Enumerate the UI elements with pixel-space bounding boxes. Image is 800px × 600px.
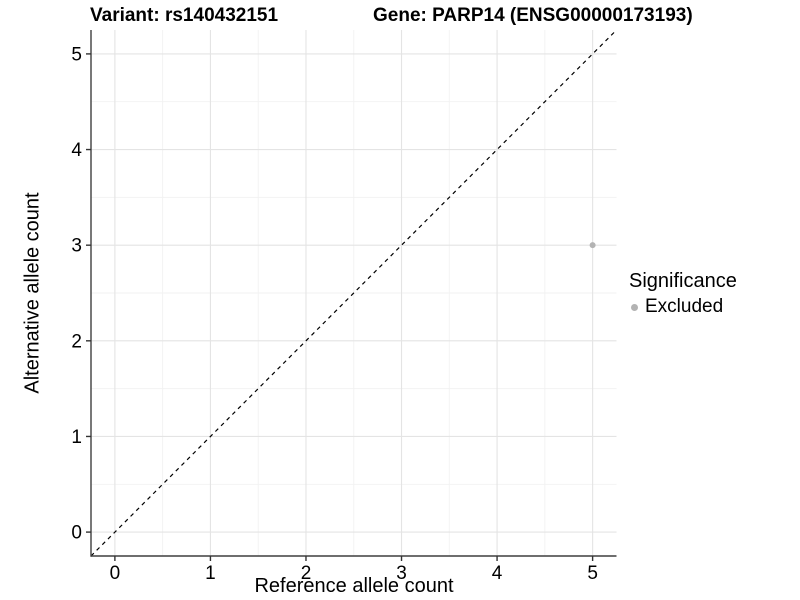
x-tick-label: 1 — [205, 563, 216, 584]
x-tick-label: 2 — [301, 563, 312, 584]
y-tick-label: 4 — [71, 140, 82, 161]
x-tick-label: 4 — [492, 563, 503, 584]
x-tick-label: 5 — [587, 563, 598, 584]
plot-title-gene: Gene: PARP14 (ENSG00000173193) — [373, 5, 693, 26]
legend-item-label: Excluded — [645, 296, 724, 317]
y-tick-label: 1 — [71, 427, 82, 448]
legend-item-excluded: Excluded — [629, 296, 737, 318]
identity-dashed-line — [90, 29, 617, 557]
y-tick-label: 2 — [71, 331, 82, 352]
x-axis-title: Reference allele count — [254, 575, 454, 597]
y-tick-label: 5 — [71, 44, 82, 65]
y-axis-title: Alternative allele count — [21, 192, 44, 394]
x-tick-label: 0 — [110, 563, 121, 584]
y-tick-label: 0 — [71, 523, 82, 544]
plot-title-variant: Variant: rs140432151 — [90, 5, 279, 26]
data-point — [589, 242, 596, 249]
legend: Significance Excluded — [629, 270, 737, 318]
legend-point-icon — [631, 303, 638, 311]
x-tick-label: 3 — [396, 563, 407, 584]
y-tick-label: 3 — [71, 236, 82, 257]
legend-title: Significance — [629, 270, 737, 292]
